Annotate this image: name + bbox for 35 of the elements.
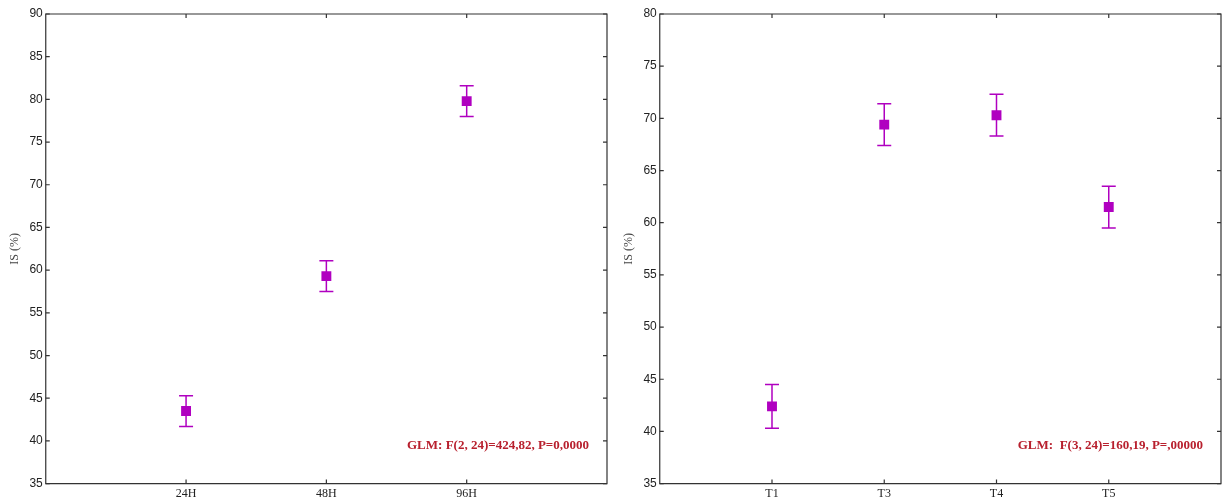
x-tick-label: 96H <box>456 485 478 500</box>
y-tick-label: 80 <box>643 6 658 21</box>
y-tick-label: 70 <box>29 177 44 192</box>
y-tick-label: 45 <box>643 371 658 386</box>
y-tick-label: 55 <box>29 305 44 320</box>
y-tick-label: 75 <box>643 58 658 73</box>
y-tick-label: 90 <box>29 6 44 21</box>
x-tick-label: T1 <box>765 485 779 500</box>
annotation: GLM: F(2, 24)=424,82, P=0,0000 <box>407 436 589 452</box>
y-tick-label: 65 <box>29 219 44 234</box>
x-tick-label: T4 <box>989 485 1004 500</box>
y-tick-label: 80 <box>29 91 44 106</box>
y-axis-title: IS (%) <box>621 232 636 265</box>
y-tick-label: 65 <box>643 162 658 177</box>
y-tick-label: 45 <box>29 390 44 405</box>
y-tick-label: 60 <box>29 262 44 277</box>
y-tick-label: 50 <box>643 319 658 334</box>
x-tick-label: T5 <box>1102 485 1116 500</box>
y-tick-label: 60 <box>643 215 658 230</box>
x-tick-label: T3 <box>877 485 891 500</box>
y-tick-label: 75 <box>29 134 44 149</box>
point <box>321 271 332 282</box>
annotation: GLM: F(3, 24)=160,19, P=,00000 <box>1017 436 1203 452</box>
y-tick-label: 70 <box>643 110 658 125</box>
y-tick-label: 50 <box>29 347 44 362</box>
y-tick-label: 35 <box>643 475 658 490</box>
y-axis-title: IS (%) <box>7 232 22 265</box>
y-tick-label: 40 <box>29 433 44 448</box>
point <box>461 96 472 107</box>
y-tick-label: 35 <box>29 475 44 490</box>
x-tick-label: 48H <box>316 485 338 500</box>
y-tick-label: 40 <box>643 423 658 438</box>
y-tick-label: 55 <box>643 267 658 282</box>
y-tick-label: 85 <box>29 49 44 63</box>
x-tick-label: 24H <box>175 485 197 500</box>
